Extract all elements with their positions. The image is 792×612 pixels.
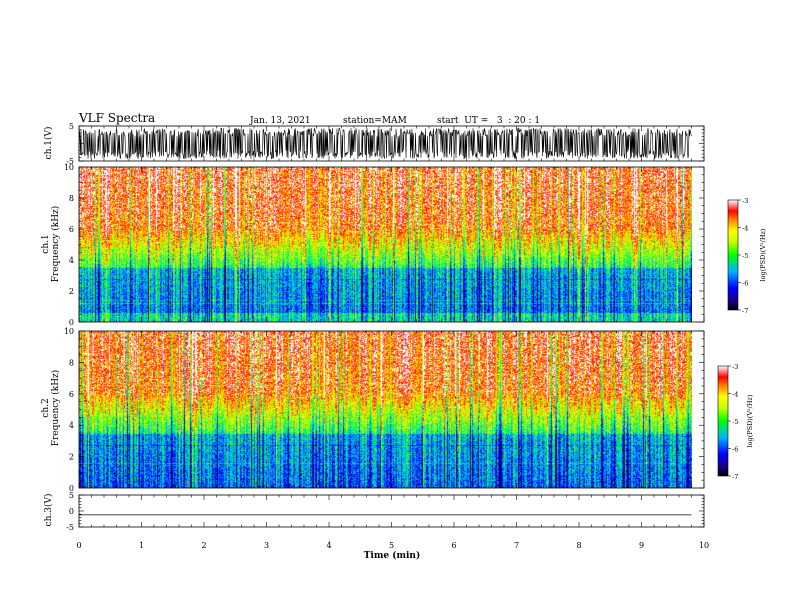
x-tick-label: 3 [264, 541, 269, 550]
ch2-colorbar: log(PSD)(V²/Hz) -3 -4 -5 -6 -7 [717, 363, 754, 481]
y-tick-label: 0 [69, 507, 74, 516]
colorbar-tick-label: -6 [732, 446, 738, 454]
y-tick-label: 8 [69, 358, 74, 367]
y-tick-label: 5 [69, 122, 74, 131]
ch1-spectrogram-image [79, 167, 692, 322]
x-axis-label: Time (min) [364, 550, 421, 561]
ch1-colorbar-label: log(PSD)(V²/Hz) [759, 228, 767, 281]
x-tick-label: 8 [576, 541, 581, 550]
ch1-spectrogram-panel [79, 167, 692, 322]
y-tick-label: 4 [69, 421, 74, 430]
colorbar-tick-label: -3 [732, 363, 738, 371]
y-tick-label: 6 [69, 390, 74, 399]
ch2-channel-ylabel: ch.2 [41, 398, 51, 417]
y-tick-label: 10 [64, 327, 74, 336]
x-tick-label: 4 [326, 541, 331, 550]
y-tick-label: 5 [69, 491, 74, 500]
x-tick-label: 5 [389, 541, 394, 550]
ch1-channel-ylabel: ch.1 [41, 234, 51, 253]
colorbar-tick-label: -7 [732, 473, 738, 481]
ch3-voltage-ylabel: ch.3(V) [43, 494, 54, 527]
colorbar-tick-label: -7 [742, 307, 748, 315]
chart-title: VLF Spectra [79, 111, 156, 125]
x-tick-label: 6 [451, 541, 456, 550]
ch1-waveform-line [78, 127, 692, 160]
x-tick-label: 9 [639, 541, 644, 550]
y-tick-label: 4 [69, 256, 74, 265]
colorbar-tick-label: -3 [742, 197, 748, 205]
x-tick-label: 0 [76, 541, 81, 550]
ch2-colorbar-label: log(PSD)(V²/Hz) [746, 394, 754, 447]
y-tick-label: 10 [64, 163, 74, 172]
x-tick-label: 2 [201, 541, 206, 550]
x-tick-label: 10 [699, 541, 709, 550]
ch2-spectrogram-panel [79, 331, 692, 488]
ch1-voltage-ylabel: ch.1(V) [43, 127, 54, 160]
y-tick-label: 8 [69, 194, 74, 203]
colorbar-tick-label: -4 [742, 225, 748, 233]
y-tick-label: 0 [69, 318, 74, 327]
station-label: station=MAM [343, 116, 407, 126]
ch2-spectrogram-image [79, 331, 692, 488]
colorbar-tick-label: -4 [732, 391, 738, 399]
colorbar-tick-label: -5 [732, 418, 738, 426]
start-time-label: start UT = 3 : 20 : 1 [437, 116, 541, 126]
y-tick-label: -5 [66, 523, 74, 532]
ch1-colorbar: log(PSD)(V²/Hz) -3 -4 -5 -6 -7 [727, 197, 767, 315]
colorbar-tick-label: -5 [742, 252, 748, 260]
date-label: Jan. 13, 2021 [250, 116, 311, 126]
ch1-waveform-panel [78, 127, 692, 160]
x-tick-label: 1 [139, 541, 144, 550]
ch2-frequency-ylabel: Frequency (kHz) [50, 370, 61, 447]
y-tick-label: 0 [69, 484, 74, 493]
x-tick-label: 7 [514, 541, 519, 550]
y-tick-label: 2 [69, 453, 74, 462]
colorbar-tick-label: -6 [742, 280, 748, 288]
ch1-frequency-ylabel: Frequency (kHz) [50, 206, 61, 283]
y-tick-label: -5 [66, 157, 74, 166]
y-tick-label: 2 [69, 287, 74, 296]
y-tick-label: 6 [69, 225, 74, 234]
